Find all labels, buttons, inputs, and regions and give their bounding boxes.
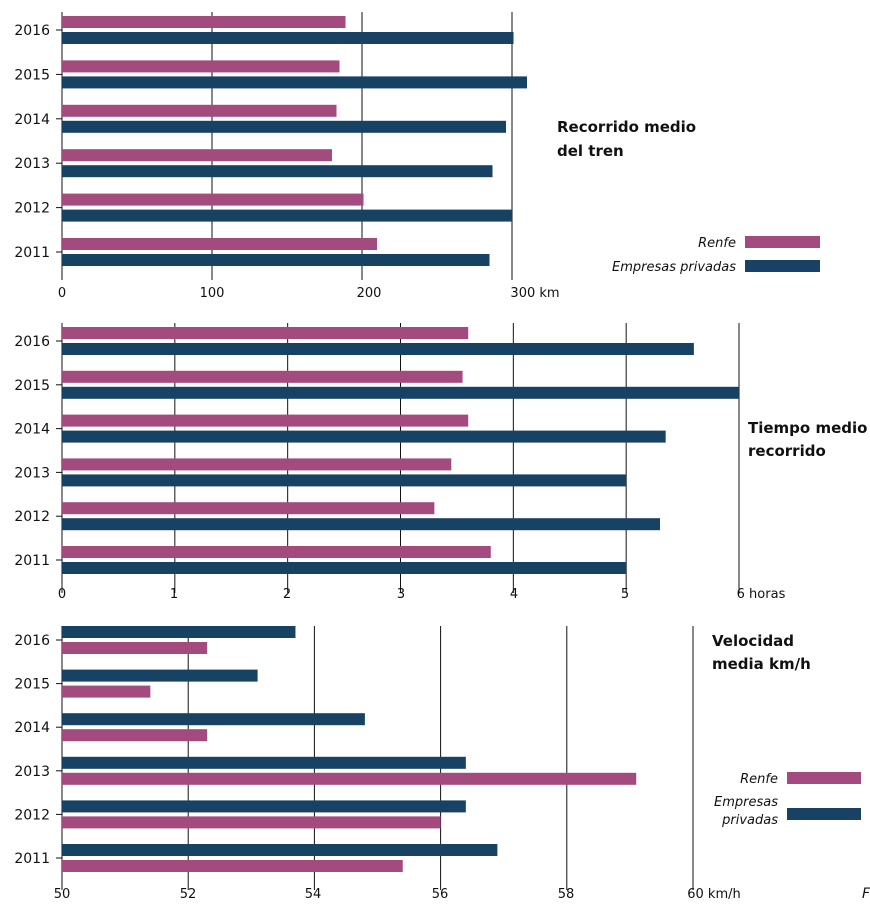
bar-renfe-2015 (62, 370, 463, 383)
category-label: 2011 (14, 245, 50, 261)
bar-privadas-2012 (62, 209, 512, 222)
x-tick-label: 54 (305, 887, 322, 902)
bar-privadas-2016 (62, 626, 296, 638)
bar-privadas-2015 (62, 76, 527, 89)
bar-renfe-2011 (62, 546, 491, 558)
x-tick-label: 1 (170, 587, 178, 602)
bar-renfe-2012 (62, 193, 364, 206)
x-tick-label: 3 (397, 587, 405, 602)
category-label: 2012 (14, 509, 50, 525)
category-label: 2016 (14, 23, 50, 39)
legend-label-privadas-line2: privadas (721, 813, 778, 828)
legend-swatch-renfe (787, 772, 861, 784)
chart-title: del tren (557, 142, 624, 160)
bar-renfe-2015 (62, 685, 151, 698)
chart-title: recorrido (748, 442, 826, 460)
bar-renfe-2014 (62, 104, 337, 117)
bar-renfe-2016 (62, 642, 208, 654)
chart-title: Tiempo medio (748, 419, 867, 437)
bar-privadas-2012 (62, 800, 466, 813)
category-label: 2011 (14, 851, 50, 867)
category-label: 2012 (14, 807, 50, 823)
bar-renfe-2013 (62, 149, 332, 162)
x-tick-label: 300 km (510, 286, 559, 301)
x-tick-label: 58 (558, 887, 575, 902)
category-label: 2013 (14, 156, 50, 172)
bar-renfe-2011 (62, 238, 377, 250)
category-label: 2016 (14, 633, 50, 649)
bar-renfe-2014 (62, 414, 469, 427)
bar-privadas-2013 (62, 756, 466, 769)
bar-renfe-2012 (62, 816, 441, 829)
bar-privadas-2016 (62, 32, 514, 44)
legend-swatch-privadas (745, 260, 820, 272)
category-label: 2015 (14, 677, 50, 693)
bar-privadas-2014 (62, 430, 666, 443)
legend-label-privadas: Empresas (714, 795, 778, 810)
bar-privadas-2011 (62, 254, 490, 266)
bar-renfe-2013 (62, 772, 637, 785)
category-label: 2015 (14, 67, 50, 83)
x-tick-label: 56 (432, 887, 449, 902)
x-tick-label: 0 (58, 286, 66, 301)
bar-renfe-2011 (62, 860, 403, 872)
bar-privadas-2011 (62, 844, 498, 856)
x-tick-label: 200 (357, 286, 382, 301)
category-label: 2011 (14, 553, 50, 569)
x-tick-label: 4 (510, 587, 518, 602)
bar-privadas-2014 (62, 120, 506, 133)
chart-title: media km/h (712, 655, 811, 673)
legend-swatch-renfe (745, 236, 820, 248)
bar-privadas-2013 (62, 474, 627, 487)
bar-renfe-2016 (62, 327, 469, 339)
bar-privadas-2015 (62, 669, 258, 682)
x-tick-label: 100 (200, 286, 225, 301)
x-tick-label: 50 (54, 887, 71, 902)
legend-swatch-privadas (787, 808, 861, 820)
category-label: 2014 (14, 112, 50, 128)
category-label: 2014 (14, 720, 50, 736)
bar-renfe-2015 (62, 60, 340, 73)
bar-privadas-2015 (62, 386, 739, 399)
category-label: 2015 (14, 378, 50, 394)
x-tick-label: 52 (180, 887, 197, 902)
x-tick-label: 2 (283, 587, 291, 602)
category-label: 2016 (14, 334, 50, 350)
bar-privadas-2011 (62, 562, 627, 574)
x-tick-label: 6 horas (737, 587, 786, 602)
category-label: 2013 (14, 465, 50, 481)
x-tick-label: 5 (621, 587, 629, 602)
bar-renfe-2013 (62, 458, 452, 471)
bar-renfe-2016 (62, 16, 346, 28)
x-tick-label: 60 km/h (687, 887, 741, 902)
bar-privadas-2014 (62, 713, 365, 726)
category-label: 2013 (14, 764, 50, 780)
x-tick-label: 0 (58, 587, 66, 602)
bar-privadas-2012 (62, 518, 661, 531)
legend-label-renfe: Renfe (740, 772, 778, 787)
chart-title: Velocidad (712, 632, 794, 650)
chart-title: Recorrido medio (557, 118, 696, 136)
category-label: 2012 (14, 201, 50, 217)
bar-privadas-2013 (62, 165, 493, 178)
footer-fragment: F (862, 886, 870, 902)
legend-label-privadas: Empresas privadas (612, 260, 736, 275)
bar-renfe-2012 (62, 502, 435, 515)
category-label: 2014 (14, 422, 50, 438)
bar-privadas-2016 (62, 343, 694, 355)
bar-renfe-2014 (62, 729, 208, 742)
legend-label-renfe: Renfe (698, 236, 736, 251)
